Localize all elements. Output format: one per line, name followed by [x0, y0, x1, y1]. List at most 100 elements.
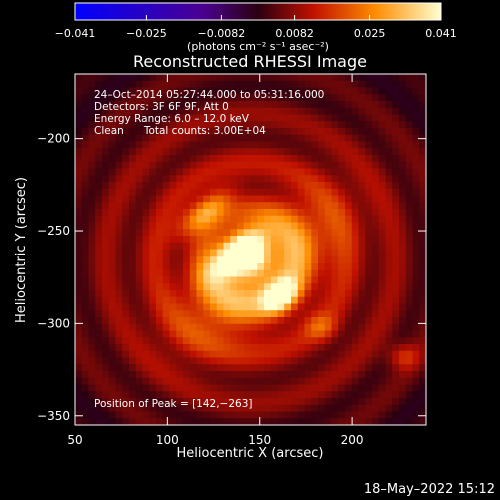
heatmap-cell: [149, 236, 157, 244]
heatmap-cell: [88, 317, 96, 325]
heatmap-cell: [243, 202, 251, 210]
heatmap-cell: [405, 249, 413, 257]
heatmap-cell: [297, 209, 305, 217]
heatmap-cell: [365, 269, 373, 277]
heatmap-cell: [95, 296, 103, 304]
heatmap-cell: [169, 384, 177, 392]
heatmap-cell: [365, 357, 373, 365]
heatmap-cell: [338, 377, 346, 385]
heatmap-cell: [196, 87, 204, 95]
heatmap-cell: [108, 236, 116, 244]
heatmap-cell: [311, 236, 319, 244]
heatmap-cell: [270, 290, 278, 298]
heatmap-cell: [142, 236, 150, 244]
heatmap-cell: [162, 134, 170, 142]
heatmap-cell: [358, 317, 366, 325]
heatmap-cell: [142, 330, 150, 338]
heatmap-cell: [129, 398, 137, 406]
heatmap-cell: [257, 249, 265, 257]
heatmap-cell: [338, 155, 346, 163]
heatmap-cell: [291, 121, 299, 129]
heatmap-cell: [399, 404, 407, 412]
heatmap-cell: [216, 222, 224, 230]
heatmap-cell: [210, 236, 218, 244]
heatmap-cell: [270, 155, 278, 163]
heatmap-cell: [372, 236, 380, 244]
heatmap-cell: [270, 337, 278, 345]
heatmap-cell: [351, 404, 359, 412]
heatmap-cell: [358, 236, 366, 244]
heatmap-cell: [149, 330, 157, 338]
heatmap-cell: [142, 384, 150, 392]
annotation-clean-counts: Clean Total counts: 3.00E+04: [94, 125, 266, 137]
heatmap-cell: [385, 242, 393, 250]
heatmap-cell: [257, 344, 265, 352]
heatmap-cell: [230, 242, 238, 250]
heatmap-cell: [399, 357, 407, 365]
heatmap-cell: [149, 182, 157, 190]
heatmap-cell: [338, 175, 346, 183]
heatmap-cell: [419, 202, 427, 210]
heatmap-cell: [176, 283, 184, 291]
heatmap-cell: [115, 269, 123, 277]
heatmap-cell: [345, 398, 353, 406]
heatmap-cell: [324, 411, 332, 419]
heatmap-cell: [108, 404, 116, 412]
heatmap-cell: [270, 195, 278, 203]
heatmap-cell: [196, 357, 204, 365]
heatmap-cell: [216, 114, 224, 122]
heatmap-cell: [149, 418, 157, 426]
heatmap-cell: [243, 344, 251, 352]
heatmap-cell: [216, 141, 224, 149]
heatmap-cell: [176, 364, 184, 372]
heatmap-cell: [203, 161, 211, 169]
heatmap-cell: [365, 114, 373, 122]
heatmap-cell: [264, 155, 272, 163]
heatmap-cell: [196, 148, 204, 156]
heatmap-cell: [378, 323, 386, 331]
heatmap-cell: [210, 418, 218, 426]
heatmap-cell: [405, 269, 413, 277]
heatmap-cell: [385, 256, 393, 264]
heatmap-cell: [270, 296, 278, 304]
heatmap-cell: [115, 263, 123, 271]
heatmap-cell: [257, 107, 265, 115]
heatmap-cell: [318, 215, 326, 223]
heatmap-cell: [297, 215, 305, 223]
heatmap-cell: [270, 357, 278, 365]
heatmap-cell: [331, 310, 339, 318]
heatmap-cell: [176, 317, 184, 325]
heatmap-cell: [169, 141, 177, 149]
heatmap-cell: [237, 404, 245, 412]
heatmap-cell: [392, 161, 400, 169]
heatmap-cell: [351, 391, 359, 399]
heatmap-cell: [196, 182, 204, 190]
heatmap-cell: [250, 371, 258, 379]
heatmap-cell: [297, 74, 305, 82]
heatmap-cell: [270, 188, 278, 196]
heatmap-cell: [358, 202, 366, 210]
heatmap-cell: [95, 202, 103, 210]
heatmap-cell: [122, 80, 130, 88]
heatmap-cell: [284, 148, 292, 156]
heatmap-cell: [237, 107, 245, 115]
heatmap-cell: [183, 222, 191, 230]
heatmap-cell: [324, 398, 332, 406]
heatmap-cell: [345, 269, 353, 277]
heatmap-cell: [372, 80, 380, 88]
heatmap-cell: [169, 74, 177, 82]
heatmap-cell: [250, 209, 258, 217]
heatmap-cell: [331, 418, 339, 426]
heatmap-cell: [108, 418, 116, 426]
heatmap-cell: [419, 236, 427, 244]
heatmap-cell: [324, 222, 332, 230]
heatmap-cell: [95, 175, 103, 183]
heatmap-cell: [264, 296, 272, 304]
heatmap-cell: [95, 350, 103, 358]
heatmap-cell: [135, 249, 143, 257]
heatmap-cell: [399, 344, 407, 352]
heatmap-cell: [95, 317, 103, 325]
heatmap-cell: [142, 323, 150, 331]
heatmap-cell: [264, 317, 272, 325]
heatmap-cell: [365, 290, 373, 298]
